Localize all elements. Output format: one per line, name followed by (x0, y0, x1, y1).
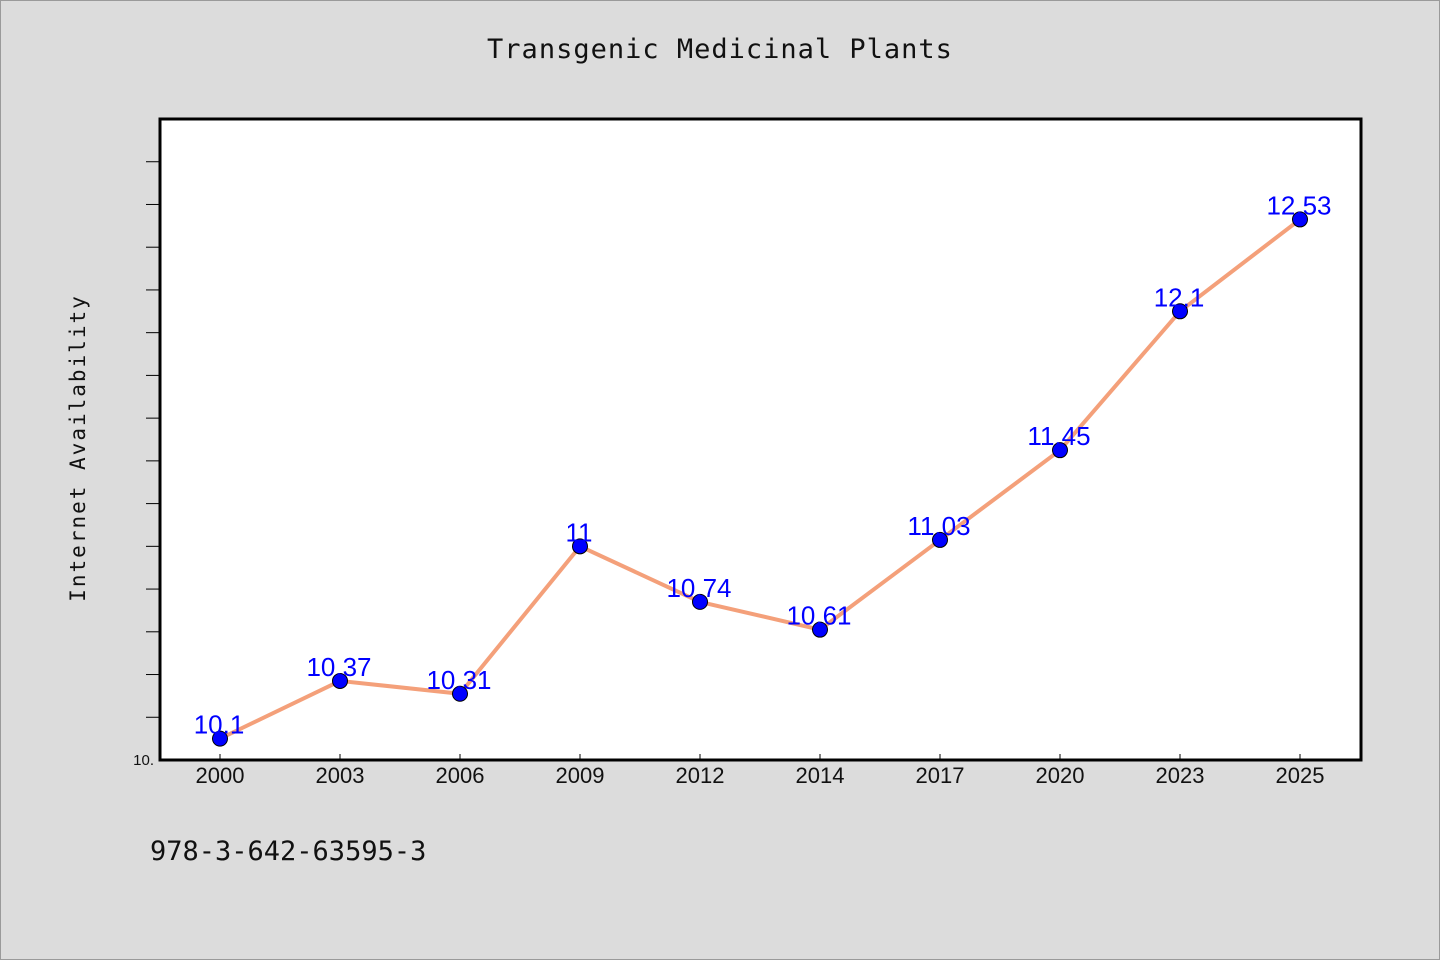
chart-title: Transgenic Medicinal Plants (487, 34, 953, 65)
data-label-2006: 10.31 (426, 665, 491, 695)
y-axis-ticks (146, 161, 160, 718)
data-point-2023 (1172, 303, 1188, 320)
x-tick-label-2012: 2012 (676, 763, 725, 788)
x-tick-label-2025: 2025 (1276, 763, 1325, 788)
data-label-2009: 11 (566, 517, 593, 547)
data-point-2012 (692, 593, 708, 610)
x-tick-label-2003: 2003 (316, 763, 365, 788)
data-point-2017 (932, 531, 948, 548)
x-tick-label-2017: 2017 (916, 763, 965, 788)
x-tick-label-2006: 2006 (436, 763, 485, 788)
x-tick-label-2000: 2000 (196, 763, 245, 788)
data-label-2025: 12.53 (1266, 190, 1331, 220)
x-tick-label-2009: 2009 (556, 763, 605, 788)
data-label-2023: 12.1 (1154, 282, 1205, 312)
footer-code: 978-3-642-63595-3 (150, 836, 427, 867)
x-axis-tick-labels: 2000 2003 2006 2009 2012 2014 2017 2020 2023 2025 (196, 763, 1325, 788)
data-point-2025 (1292, 211, 1308, 228)
x-tick-label-2020: 2020 (1036, 763, 1085, 788)
data-label-2020: 11.45 (1027, 421, 1090, 451)
x-tick-label-2023: 2023 (1156, 763, 1205, 788)
data-point-2006 (452, 685, 468, 702)
data-point-2009 (572, 538, 588, 555)
series-line (218, 217, 1302, 741)
data-label-2003: 10.37 (306, 652, 371, 682)
data-point-2003 (332, 672, 348, 689)
x-tick-label-2014: 2014 (796, 763, 845, 788)
data-label-2014: 10.61 (786, 601, 851, 631)
data-point-2014 (812, 621, 828, 638)
data-label-2000: 10.1 (194, 710, 245, 740)
data-markers (212, 211, 1308, 747)
data-label-2017: 11.03 (907, 511, 970, 541)
data-point-2000 (212, 730, 228, 747)
data-labels: 10.1 10.37 10.31 11 10.74 10.61 11.03 11.45 12.1… (194, 190, 1332, 739)
data-label-2012: 10.74 (666, 573, 731, 603)
plot-area (158, 117, 1363, 762)
y-axis-min-label: 10. (133, 752, 154, 769)
data-point-2020 (1052, 442, 1068, 459)
x-axis-ticks (219, 754, 1301, 760)
